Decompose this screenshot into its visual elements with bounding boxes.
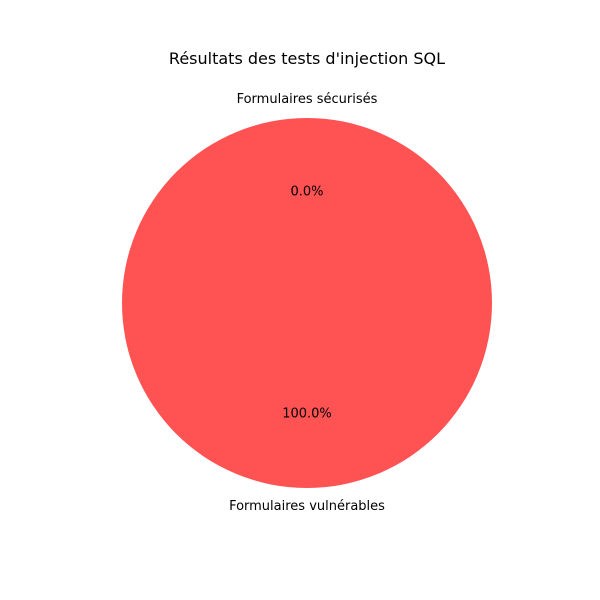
pie-labels: Formulaires sécurisés 0.0% Formulaires vul… [229, 92, 385, 514]
pie-percent-formulaires-vulnerables: 100.0% [282, 407, 332, 422]
pie-percent-formulaires-securises: 0.0% [290, 185, 323, 200]
pie-slice-formulaires-vulnerables [122, 118, 492, 488]
pie-label-formulaires-securises: Formulaires sécurisés [237, 92, 378, 107]
pie-slices [122, 118, 492, 488]
pie-label-formulaires-vulnerables: Formulaires vulnérables [229, 499, 385, 514]
chart-title: Résultats des tests d'injection SQL [169, 49, 445, 68]
